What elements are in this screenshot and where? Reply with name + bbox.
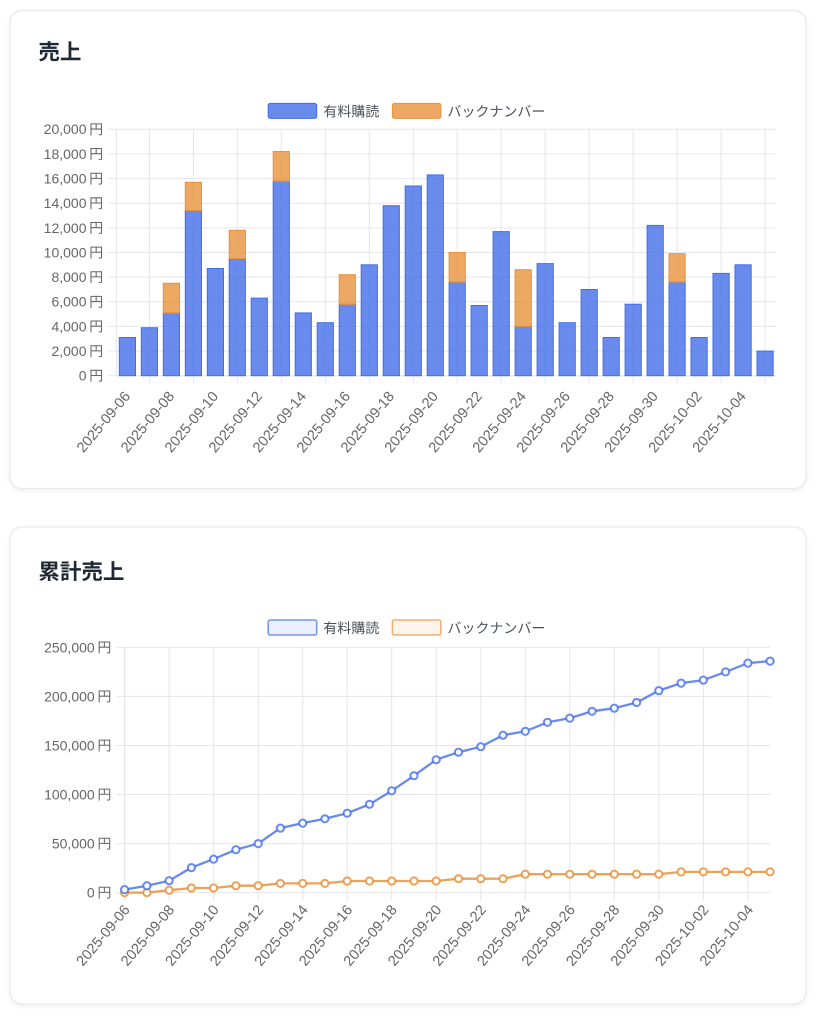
svg-text:200,000: 200,000 [44,688,95,704]
svg-text:6,000: 6,000 [51,294,86,310]
svg-text:0: 0 [87,885,95,901]
svg-text:8,000: 8,000 [51,269,86,285]
svg-text:12,000: 12,000 [44,220,87,236]
svg-text:150,000: 150,000 [44,737,95,753]
svg-text:4,000: 4,000 [51,318,86,334]
svg-text:20,000: 20,000 [44,121,87,137]
svg-text:250,000: 250,000 [44,639,95,655]
svg-text:2,000: 2,000 [51,343,86,359]
svg-text:50,000: 50,000 [52,836,95,852]
svg-text:10,000: 10,000 [44,244,87,260]
svg-text:0: 0 [79,368,87,384]
svg-text:16,000: 16,000 [44,171,87,187]
svg-text:14,000: 14,000 [44,195,87,211]
svg-text:18,000: 18,000 [44,146,87,162]
svg-text:100,000: 100,000 [44,786,95,802]
